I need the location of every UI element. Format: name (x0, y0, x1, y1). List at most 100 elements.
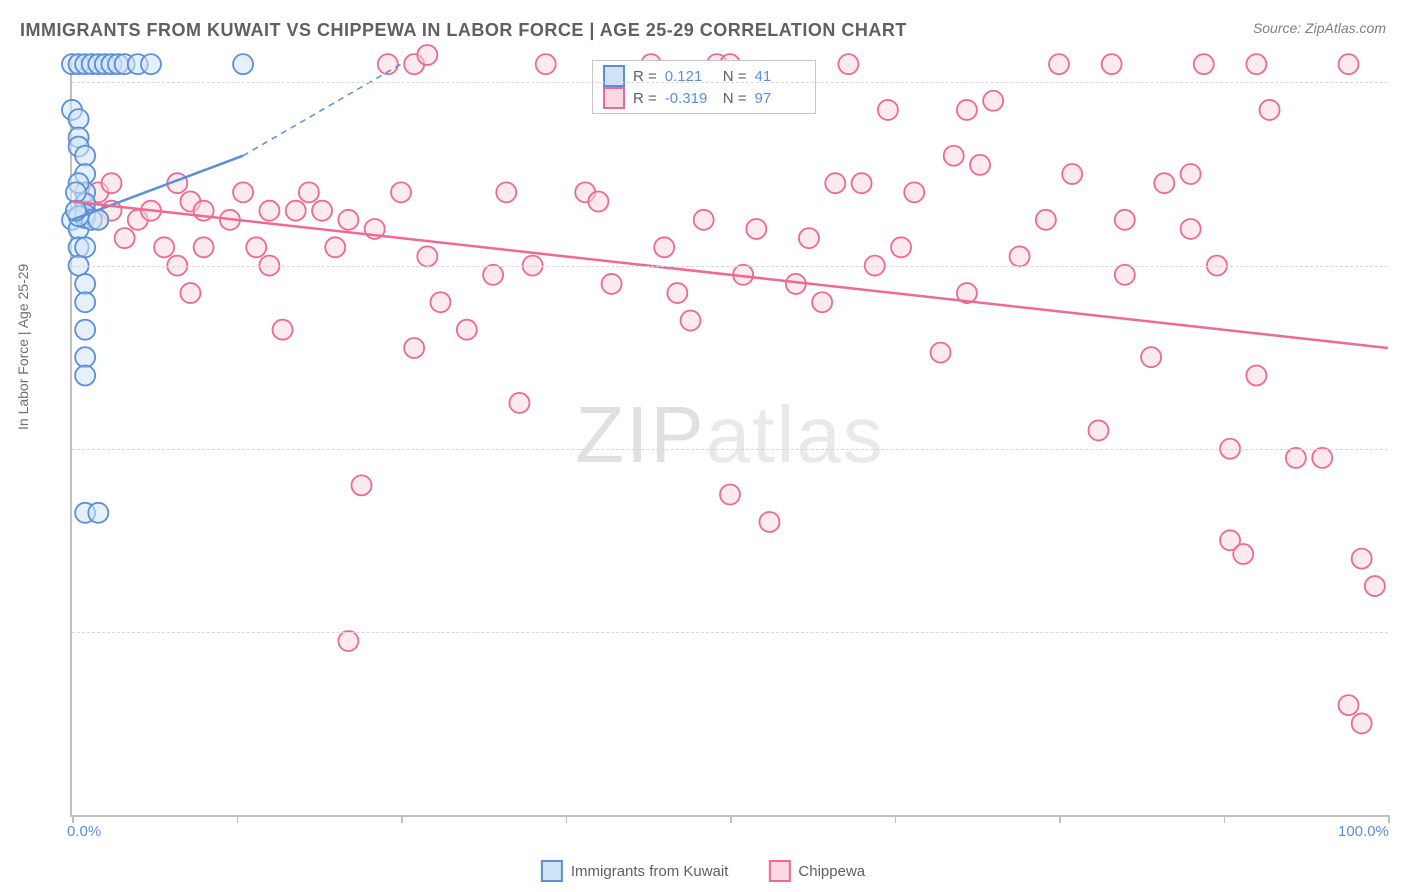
legend-n-label: N = (723, 90, 747, 107)
data-point (233, 182, 253, 202)
data-point (312, 201, 332, 221)
bottom-legend: Immigrants from Kuwait Chippewa (541, 860, 865, 882)
data-point (325, 237, 345, 257)
data-point (891, 237, 911, 257)
data-point (194, 237, 214, 257)
legend-n-value: 97 (755, 90, 805, 107)
x-tick-label: 0.0% (67, 823, 101, 840)
stats-legend-row: R = -0.319 N = 97 (603, 87, 805, 109)
x-tick (237, 815, 239, 823)
bottom-legend-item: Chippewa (768, 860, 865, 882)
data-point (259, 201, 279, 221)
data-point (957, 100, 977, 120)
data-point (1181, 164, 1201, 184)
data-point (391, 182, 411, 202)
y-tick-label: 80.0% (1398, 258, 1406, 275)
data-point (1312, 448, 1332, 468)
data-point (694, 210, 714, 230)
gridline (72, 82, 1388, 83)
legend-swatch (541, 860, 563, 882)
legend-label: Chippewa (798, 863, 865, 880)
data-point (69, 109, 89, 129)
data-point (720, 485, 740, 505)
data-point (496, 182, 516, 202)
data-point (1154, 173, 1174, 193)
x-tick (401, 815, 403, 823)
data-point (746, 219, 766, 239)
data-point (338, 210, 358, 230)
data-point (602, 274, 622, 294)
chart-title: IMMIGRANTS FROM KUWAIT VS CHIPPEWA IN LA… (20, 20, 907, 40)
data-point (1339, 54, 1359, 74)
y-tick-label: 60.0% (1398, 441, 1406, 458)
x-tick-label: 100.0% (1338, 823, 1389, 840)
data-point (878, 100, 898, 120)
chart-plot-area: ZIPatlas R =0.121N =41R =-0.319N =97 40.… (70, 55, 1388, 817)
data-point (1062, 164, 1082, 184)
data-point (88, 503, 108, 523)
legend-r-value: -0.319 (665, 90, 715, 107)
data-point (759, 512, 779, 532)
data-point (1260, 100, 1280, 120)
data-point (1102, 54, 1122, 74)
x-tick (1059, 815, 1061, 823)
data-point (338, 631, 358, 651)
x-tick (1388, 815, 1390, 823)
data-point (101, 173, 121, 193)
x-tick (566, 815, 568, 823)
legend-swatch (603, 87, 625, 109)
y-tick-label: 100.0% (1398, 74, 1406, 91)
bottom-legend-item: Immigrants from Kuwait (541, 860, 729, 882)
data-point (509, 393, 529, 413)
data-point (1246, 365, 1266, 385)
source-attribution: Source: ZipAtlas.com (1253, 20, 1386, 36)
chart-header: IMMIGRANTS FROM KUWAIT VS CHIPPEWA IN LA… (20, 20, 1386, 50)
legend-swatch (603, 65, 625, 87)
data-point (246, 237, 266, 257)
data-point (654, 237, 674, 257)
data-point (825, 173, 845, 193)
data-point (1365, 576, 1385, 596)
data-point (75, 347, 95, 367)
legend-swatch (768, 860, 790, 882)
data-point (273, 320, 293, 340)
x-tick (72, 815, 74, 823)
data-point (75, 365, 95, 385)
data-point (1339, 695, 1359, 715)
data-point (799, 228, 819, 248)
data-point (1352, 549, 1372, 569)
data-point (299, 182, 319, 202)
data-point (75, 274, 95, 294)
data-point (417, 45, 437, 65)
data-point (75, 146, 95, 166)
data-point (75, 292, 95, 312)
data-point (115, 228, 135, 248)
gridline (72, 632, 1388, 633)
data-point (588, 192, 608, 212)
data-point (75, 320, 95, 340)
data-point (667, 283, 687, 303)
data-point (483, 265, 503, 285)
data-point (1286, 448, 1306, 468)
y-axis-label: In Labor Force | Age 25-29 (15, 264, 31, 430)
data-point (1233, 544, 1253, 564)
data-point (852, 173, 872, 193)
data-point (1049, 54, 1069, 74)
data-point (1010, 246, 1030, 266)
data-point (352, 475, 372, 495)
data-point (1352, 713, 1372, 733)
legend-r-label: R = (633, 90, 657, 107)
x-tick (1224, 815, 1226, 823)
gridline (72, 266, 1388, 267)
stats-legend: R =0.121N =41R =-0.319N =97 (592, 60, 816, 114)
data-point (404, 338, 424, 358)
gridline (72, 449, 1388, 450)
data-point (536, 54, 556, 74)
data-point (1246, 54, 1266, 74)
x-tick (730, 815, 732, 823)
data-point (141, 54, 161, 74)
data-point (417, 246, 437, 266)
data-point (812, 292, 832, 312)
data-point (233, 54, 253, 74)
data-point (1036, 210, 1056, 230)
